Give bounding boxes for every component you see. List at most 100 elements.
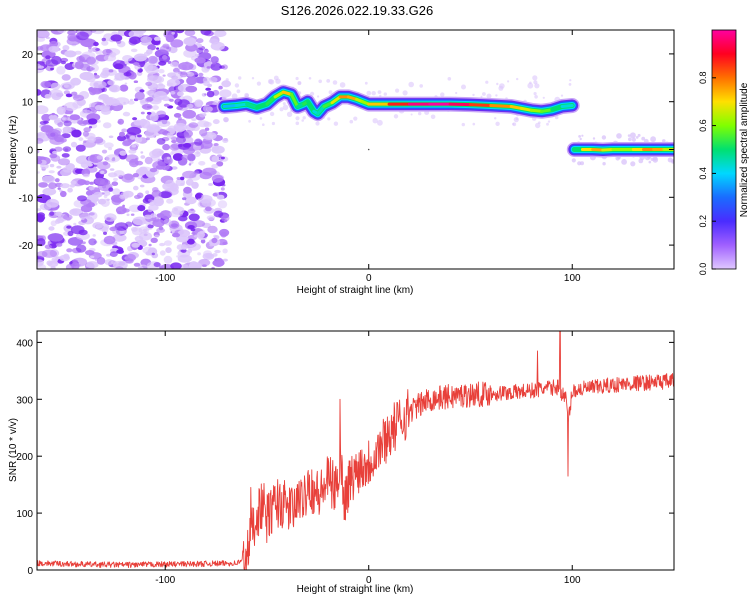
noise-blob [99,104,111,112]
spectrogram-xlabel: Height of straight line (km) [297,285,414,296]
noise-blob [200,239,206,244]
noise-blob [88,211,98,220]
track-core-segment [448,102,472,107]
noise-blob [137,266,144,269]
noise-blob [116,249,124,254]
y-tick-label: -10 [19,193,34,204]
noise-blob [48,182,58,190]
noise-blob [103,142,114,149]
noise-speck [410,113,413,116]
noise-blob [117,211,122,215]
noise-region [37,30,674,269]
noise-blob [115,59,121,64]
noise-blob [85,39,90,42]
noise-speck [234,83,240,88]
noise-blob [75,244,87,253]
noise-speck [447,77,452,81]
noise-blob [67,230,74,237]
noise-blob [204,93,207,96]
noise-blob [37,171,40,174]
noise-blob [112,188,121,196]
noise-blob [41,167,46,172]
noise-blob [212,192,218,197]
noise-blob [43,120,49,124]
noise-blob [197,252,202,256]
noise-blob [206,106,213,112]
noise-speck [301,119,305,122]
noise-blob [63,84,69,88]
noise-blob [136,192,144,199]
noise-blob [85,190,93,196]
noise-blob [131,227,143,236]
noise-blob [166,156,171,160]
noise-blob [54,146,63,152]
noise-blob [83,180,91,186]
noise-blob [58,158,70,166]
noise-blob [120,191,130,199]
noise-blob [96,155,104,160]
noise-speck [554,115,559,120]
noise-blob [50,265,56,269]
noise-blob [172,232,180,238]
noise-blob [206,215,216,221]
noise-blob [211,145,225,154]
noise-blob [185,178,194,186]
noise-blob [223,117,229,123]
noise-blob [113,177,118,181]
noise-blob [156,110,167,118]
noise-blob [106,198,110,201]
noise-blob [133,185,139,191]
noise-speck [652,155,658,161]
colorbar-tick-label: 0.8 [698,72,708,85]
noise-blob [157,119,171,127]
track-core-segment [540,108,554,113]
noise-blob [55,242,63,247]
noise-blob [188,213,200,222]
noise-blob [109,251,118,257]
noise-speck [327,117,331,121]
noise-blob [201,198,216,208]
noise-blob [131,144,137,148]
noise-speck [641,136,646,141]
noise-speck [317,95,320,98]
noise-blob [104,213,117,222]
noise-blob [71,208,78,214]
noise-blob [211,164,219,169]
noise-speck [621,159,627,165]
noise-blob [210,56,219,64]
noise-blob [206,90,215,98]
noise-blob [63,90,70,95]
noise-blob [76,31,89,41]
noise-blob [221,184,226,187]
noise-speck [627,134,631,137]
track-core-segment [550,105,564,112]
noise-blob [155,83,166,89]
noise-blob [212,119,220,125]
noise-blob [140,155,146,159]
noise-speck [579,137,582,141]
noise-blob [171,139,177,144]
noise-blob [88,48,93,53]
noise-blob [162,74,166,77]
noise-blob [37,132,45,139]
noise-speck [366,90,372,96]
noise-blob [210,41,225,51]
noise-blob [82,131,89,137]
noise-blob [113,260,128,269]
noise-blob [60,183,70,189]
noise-blob [170,39,184,48]
noise-blob [190,208,194,211]
noise-blob [51,112,55,116]
noise-speck [578,135,581,138]
noise-blob [42,175,56,183]
noise-blob [132,173,139,178]
noise-blob [101,37,107,42]
noise-blob [128,149,137,154]
noise-blob [56,165,62,169]
noise-blob [94,177,105,185]
y-tick-label: 300 [16,395,33,406]
noise-blob [156,47,160,50]
noise-blob [180,176,185,181]
noise-blob [222,258,228,262]
